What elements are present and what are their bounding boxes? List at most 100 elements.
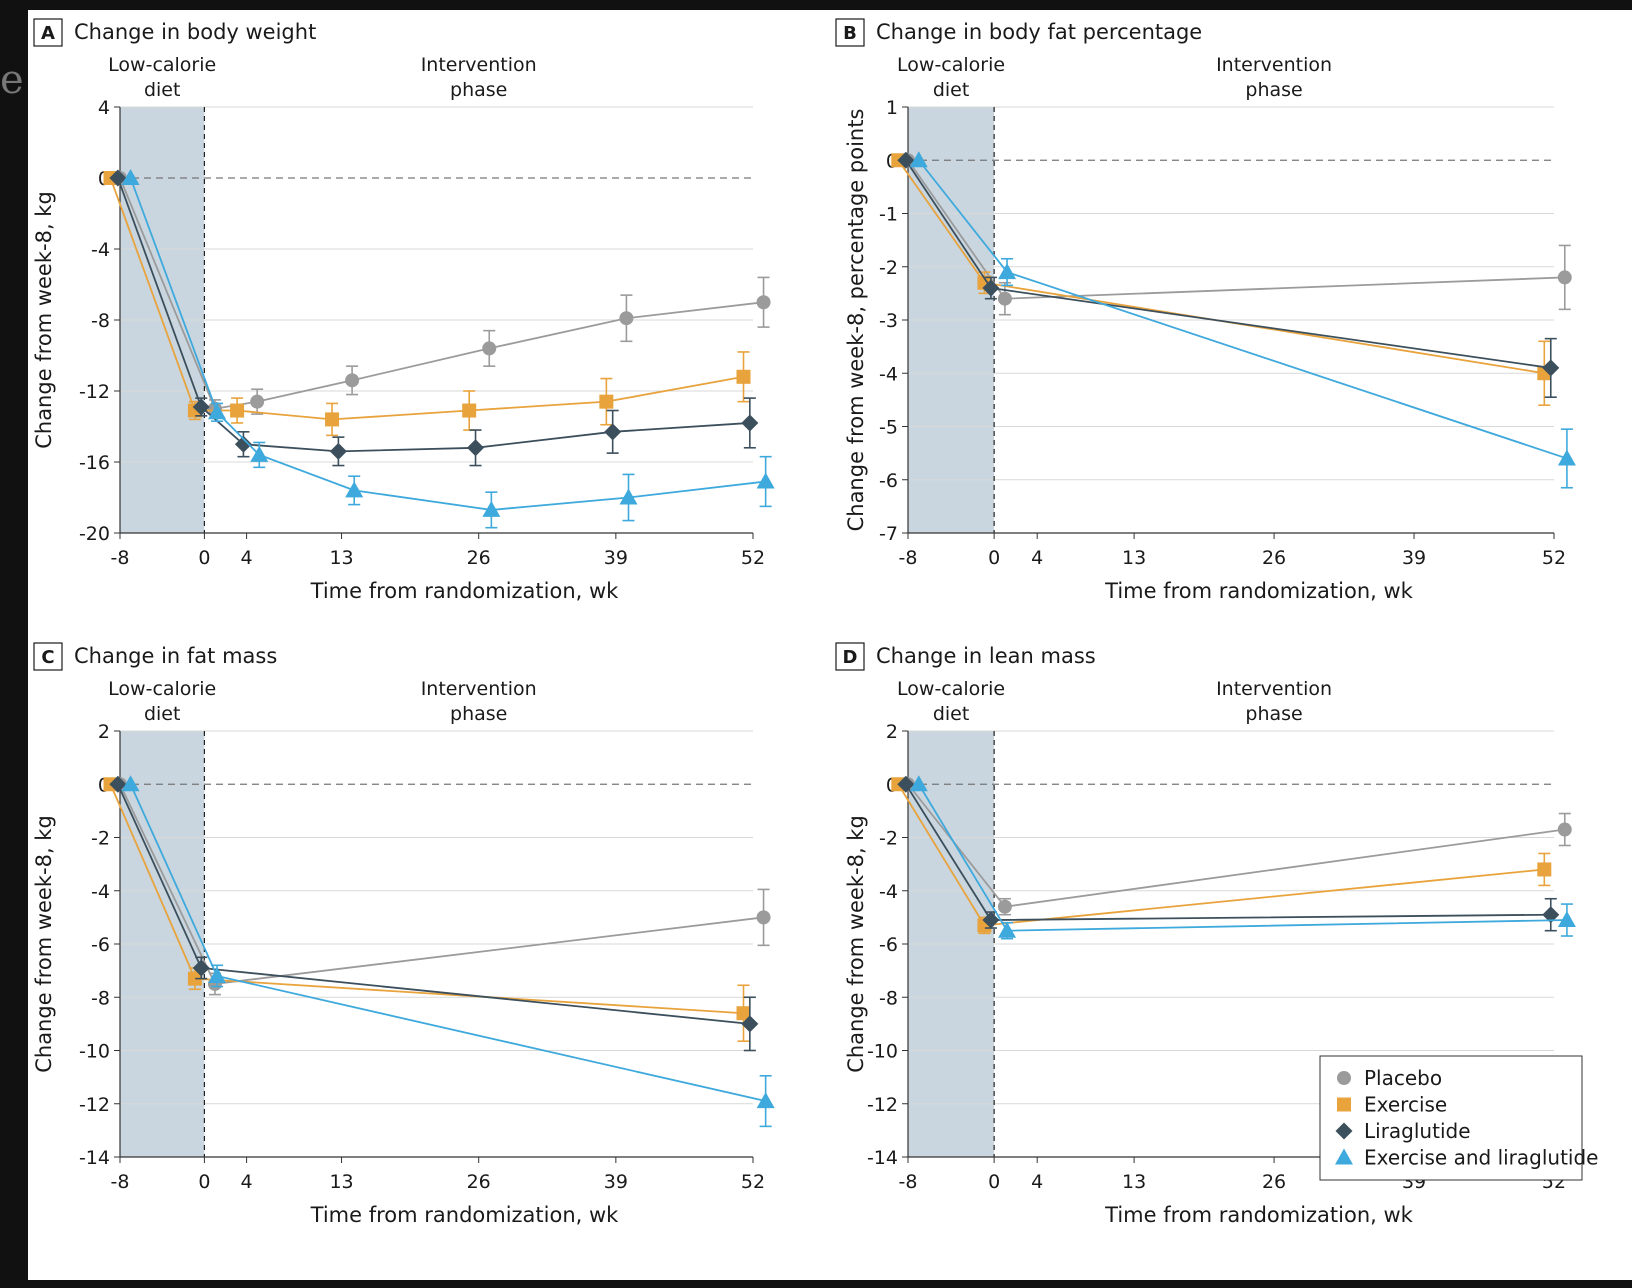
- y-tick-label: -12: [867, 1094, 898, 1116]
- legend-marker: [1337, 1071, 1351, 1085]
- x-tick-label: 52: [1542, 547, 1566, 569]
- panel-letter-box: [835, 18, 865, 47]
- data-point: [909, 151, 928, 168]
- y-tick-label: -10: [867, 1041, 898, 1063]
- series-liraglutide: [897, 775, 1560, 932]
- series-placebo: [113, 171, 771, 419]
- x-axis-label: Time from randomization, wk: [310, 579, 620, 603]
- x-tick-label: 4: [241, 547, 253, 569]
- data-point: [1537, 862, 1552, 877]
- y-tick-label: -6: [91, 934, 110, 956]
- series-line: [119, 783, 764, 985]
- x-axis-label: Time from randomization, wk: [1104, 1203, 1414, 1227]
- x-tick-label: 0: [988, 547, 1000, 569]
- phase-label-diet: Low-calorie: [897, 678, 1005, 700]
- y-tick-label: 4: [98, 97, 110, 119]
- y-tick-label: -4: [91, 239, 110, 261]
- y-tick-label: -14: [867, 1147, 898, 1169]
- series-line: [119, 177, 764, 410]
- data-point: [741, 414, 759, 432]
- series-liraglutide: [109, 169, 759, 467]
- data-point: [187, 971, 202, 986]
- series-liraglutide: [109, 775, 759, 1052]
- data-point: [1542, 906, 1560, 924]
- y-tick-label: 2: [98, 721, 110, 743]
- data-point: [250, 394, 265, 409]
- data-point: [982, 911, 1000, 929]
- data-point: [192, 959, 210, 977]
- panel-title: Change in body weight: [74, 20, 316, 44]
- legend-item: Exercise and liraglutide: [1335, 1146, 1598, 1170]
- phase-label-intervention: phase: [1245, 703, 1302, 725]
- data-point: [109, 169, 127, 187]
- data-point: [345, 373, 360, 388]
- data-point: [192, 398, 210, 416]
- data-point: [741, 1015, 759, 1033]
- legend-item: Liraglutide: [1335, 1119, 1471, 1143]
- y-axis-label: Change from week-8, kg: [844, 815, 868, 1073]
- phase-label-diet: Low-calorie: [897, 54, 1005, 76]
- y-tick-label: -4: [91, 881, 110, 903]
- x-tick-label: 52: [741, 547, 765, 569]
- y-tick-label: -12: [79, 381, 110, 403]
- x-tick-label: -8: [899, 547, 918, 569]
- panel-title: Change in body fat percentage: [876, 20, 1202, 44]
- data-point: [1557, 822, 1572, 837]
- data-point: [998, 263, 1017, 280]
- y-tick-label: -2: [879, 828, 898, 850]
- x-tick-label: 4: [1031, 1171, 1043, 1193]
- data-point: [897, 151, 915, 169]
- data-point: [619, 311, 634, 326]
- y-tick-label: -8: [91, 987, 110, 1009]
- y-axis-label: Change from week-8, percentage points: [844, 109, 868, 532]
- x-tick-label: -8: [899, 1171, 918, 1193]
- panel-letter: D: [843, 647, 858, 668]
- data-point: [736, 1006, 751, 1021]
- series-line: [129, 177, 766, 511]
- series-exercise: [891, 777, 1552, 935]
- panel-letter-box: [33, 642, 63, 671]
- data-point: [1557, 270, 1572, 285]
- y-tick-label: -8: [91, 310, 110, 332]
- data-point: [756, 1092, 775, 1109]
- data-point: [121, 169, 140, 185]
- y-tick-label: -10: [79, 1041, 110, 1063]
- series-exercise-and-liraglutide: [909, 151, 1576, 489]
- x-tick-label: 4: [1031, 547, 1043, 569]
- series-line: [905, 783, 1551, 921]
- y-tick-label: -6: [879, 470, 898, 492]
- data-point: [208, 403, 227, 420]
- series-line: [129, 783, 766, 1102]
- data-point: [482, 500, 501, 517]
- x-tick-label: 13: [329, 1171, 353, 1193]
- data-point: [998, 921, 1017, 938]
- data-point: [756, 910, 771, 925]
- phase-label-diet: diet: [144, 79, 180, 101]
- data-point: [109, 775, 127, 793]
- data-point: [982, 279, 1000, 297]
- data-point: [756, 295, 771, 310]
- phase-label-intervention: phase: [450, 79, 507, 101]
- x-tick-label: 26: [1262, 1171, 1286, 1193]
- series-line: [917, 783, 1567, 932]
- x-axis-label: Time from randomization, wk: [310, 1203, 620, 1227]
- y-axis-label: Change from week-8, kg: [32, 191, 56, 449]
- x-tick-label: 39: [604, 1171, 628, 1193]
- x-tick-label: 39: [604, 547, 628, 569]
- legend-label: Liraglutide: [1364, 1119, 1471, 1143]
- y-tick-label: -3: [879, 310, 898, 332]
- x-tick-label: 0: [988, 1171, 1000, 1193]
- series-line: [897, 783, 1545, 927]
- data-point: [121, 775, 140, 792]
- data-point: [1557, 911, 1576, 928]
- series-exercise-and-liraglutide: [121, 169, 775, 529]
- phase-label-diet: diet: [144, 703, 180, 725]
- data-point: [736, 369, 751, 384]
- data-point: [467, 439, 485, 457]
- y-tick-label: 2: [886, 721, 898, 743]
- panel-title: Change in fat mass: [74, 644, 277, 668]
- panel-letter: C: [41, 647, 54, 668]
- x-tick-label: 4: [241, 1171, 253, 1193]
